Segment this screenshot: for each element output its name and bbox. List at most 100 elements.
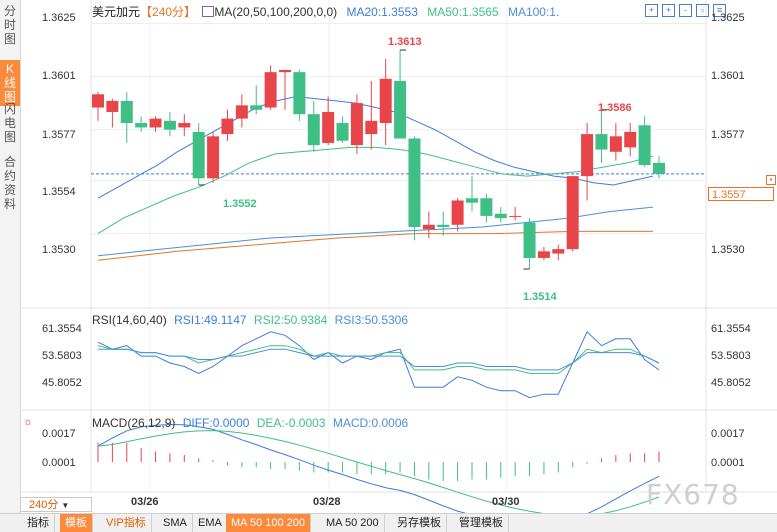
candle-body — [552, 249, 565, 254]
candle-body — [365, 120, 378, 135]
macd-crosshair-icon[interactable]: ☼ — [23, 416, 34, 428]
ma-label: MA(20,50,100,200,0,0) — [214, 5, 338, 19]
settings-icon[interactable]: ≡ — [713, 4, 726, 17]
macd-header: MACD(26,12,9) DIFF:0.0000 DEA:-0.0003 MA… — [92, 416, 408, 430]
ma-line-ma20 — [97, 95, 654, 199]
price-label-right: 1.3601 — [711, 70, 745, 82]
ma-settings-icon[interactable] — [202, 6, 215, 17]
candle-body — [379, 78, 392, 124]
candle-body — [624, 131, 637, 148]
tab-ma-50-100-200[interactable]: MA 50 100 200 — [226, 514, 312, 532]
current-price-tag: 1.3557 — [708, 187, 774, 201]
candle-body — [394, 81, 407, 139]
zoom-in-icon[interactable]: + — [662, 4, 675, 17]
crosshair-icon[interactable]: + — [645, 4, 658, 17]
tab-vip-indicators[interactable]: VIP指标 — [101, 514, 152, 532]
diff-value: DIFF:0.0000 — [182, 416, 250, 430]
candle-body — [480, 198, 493, 216]
candle-body — [609, 136, 622, 152]
date-label: 03/28 — [313, 496, 341, 508]
low2-annotation: 1.3514 — [523, 291, 557, 303]
candle-body — [494, 213, 507, 219]
candle-body — [221, 118, 234, 135]
chart-grid — [20, 0, 777, 493]
macd-diff-line — [97, 423, 660, 524]
macd-dea-line — [97, 430, 660, 517]
ma-line-ma200 — [97, 230, 653, 261]
ma20-value: MA20:1.3553 — [346, 5, 418, 19]
low1-annotation: 1.3552 — [223, 198, 257, 210]
chart-header: 美元加元【240分】 MA(20,50,100,200,0,0) MA20:1.… — [92, 3, 559, 20]
watermark-logo: FX678 — [646, 478, 740, 511]
tab-contract-info[interactable]: 合约资料 — [3, 155, 16, 211]
tab-flash-chart[interactable]: 闪电图 — [3, 102, 16, 144]
tab-templates[interactable]: 模板 — [60, 514, 93, 532]
price-label: 1.3601 — [42, 70, 76, 82]
save-template-button[interactable]: 另存模板 — [392, 514, 447, 532]
dea-value: DEA:-0.0003 — [256, 416, 326, 430]
fullscreen-icon[interactable]: ▫ — [696, 4, 709, 17]
rsi-axis-label-right: 45.8052 — [711, 377, 751, 389]
moving-averages — [97, 95, 654, 261]
price-alert-icon[interactable]: ▪ — [766, 175, 776, 185]
tab-sma[interactable]: SMA — [158, 514, 193, 532]
ma50-value: MA50:1.3565 — [427, 5, 499, 19]
candle-body — [120, 100, 133, 124]
candle-body — [350, 103, 363, 146]
ma100-value: MA100:1. — [507, 5, 560, 19]
rsi-header: RSI(14,60,40) RSI1:49.1147 RSI2:50.9384 … — [92, 313, 408, 327]
rsi-axis-label-right: 61.3554 — [711, 323, 751, 335]
tab-ema[interactable]: EMA — [193, 514, 228, 532]
candles — [92, 49, 665, 270]
candle-body — [566, 176, 579, 250]
tab-indicators[interactable]: 指标 — [22, 514, 55, 532]
price-label: 1.3625 — [42, 12, 76, 24]
period-select-value: 240分 — [29, 499, 59, 511]
macd-value: MACD:0.0006 — [332, 416, 409, 430]
rsi-line-rsi2 — [97, 345, 660, 374]
tab-ma-50-200[interactable]: MA 50 200 — [321, 514, 385, 532]
manage-templates-button[interactable]: 管理模板 — [454, 514, 509, 532]
rsi-axis-label: 61.3554 — [42, 323, 82, 335]
bottom-toolbar: 指标 模板 VIP指标 SMA EMA MA 50 100 200 MA 50 … — [0, 513, 777, 532]
candle-body — [264, 72, 277, 108]
candle-body — [422, 224, 435, 230]
candle-body — [451, 200, 464, 225]
ma-line-ma100 — [97, 206, 654, 257]
symbol-name: 美元加元 — [92, 5, 141, 19]
rsi-axis-label: 45.8052 — [42, 377, 82, 389]
candle-body — [207, 136, 220, 179]
candle-body — [250, 105, 263, 110]
candle-body — [106, 100, 119, 112]
price-label: 1.3554 — [42, 186, 76, 198]
candle-body — [509, 215, 522, 217]
price-label-right: 1.3625 — [711, 12, 745, 24]
price-label-right: 1.3530 — [711, 244, 745, 256]
macd-panel — [97, 423, 660, 524]
candle-body — [279, 69, 291, 73]
candle-body — [293, 72, 306, 115]
candle-body — [537, 251, 550, 258]
candle-body — [135, 123, 148, 128]
date-label: 03/30 — [492, 496, 520, 508]
candle-body — [653, 162, 665, 174]
candle-body — [581, 134, 594, 177]
price-label-right: 1.3577 — [711, 129, 745, 141]
period-select[interactable]: 240分 ▼ — [20, 497, 92, 512]
date-label: 03/26 — [131, 496, 159, 508]
candle-body — [163, 120, 176, 130]
rsi-axis-label: 53.5803 — [42, 350, 82, 362]
rsi2-value: RSI2:50.9384 — [253, 313, 328, 327]
candle-body — [437, 224, 450, 227]
macd-axis-label-right: 0.0017 — [711, 428, 745, 440]
price-label: 1.3577 — [42, 129, 76, 141]
zoom-out-icon[interactable]: - — [679, 4, 692, 17]
candle-body — [149, 118, 162, 128]
tab-timeshare[interactable]: 分时图 — [3, 4, 16, 46]
candle-body — [466, 198, 478, 203]
candle-body — [307, 114, 320, 146]
candle-body — [178, 123, 191, 128]
